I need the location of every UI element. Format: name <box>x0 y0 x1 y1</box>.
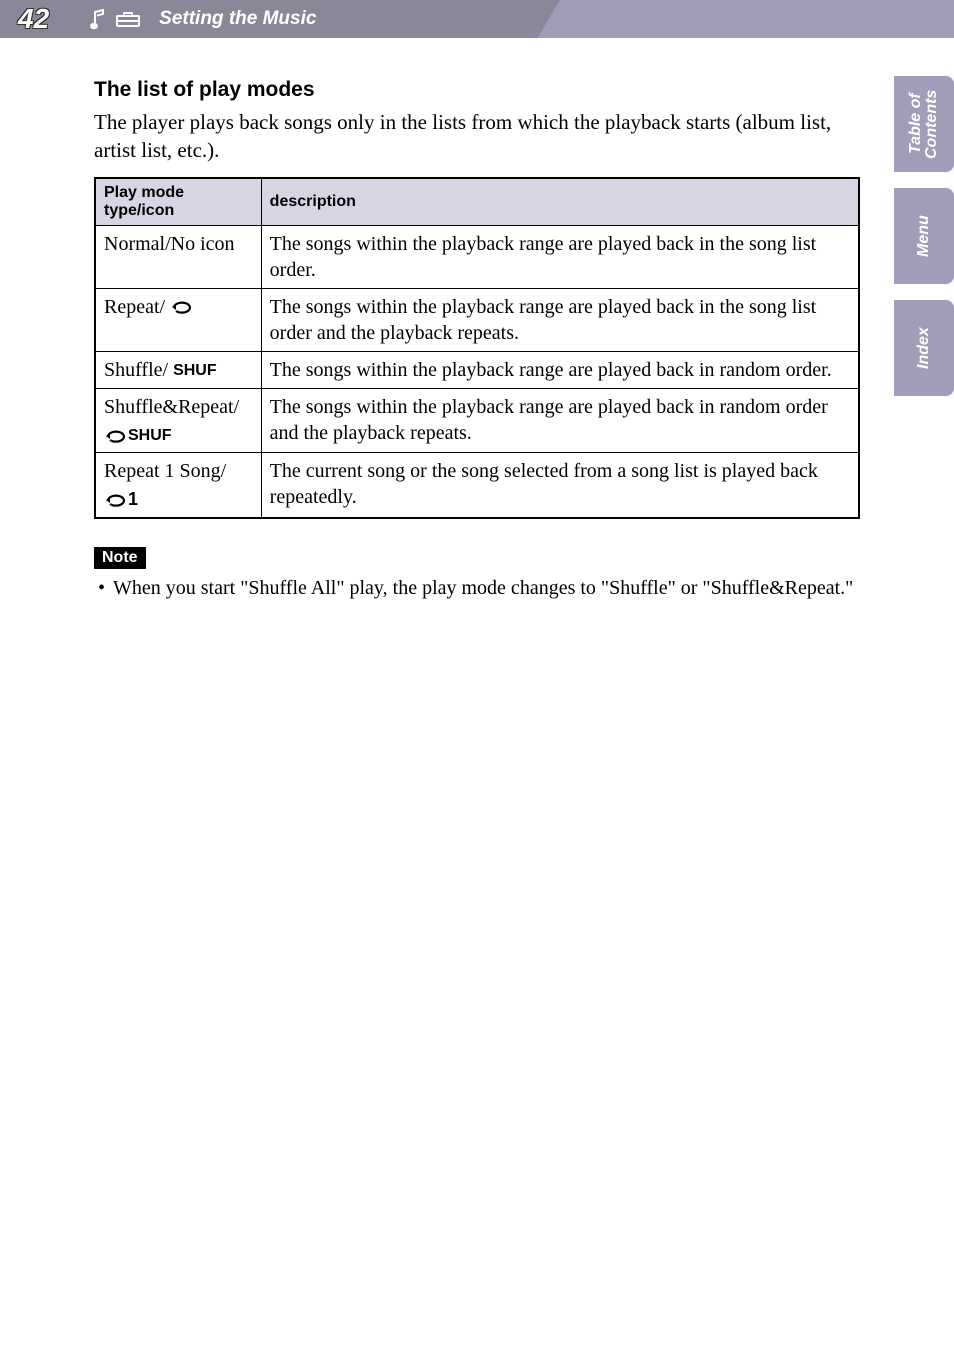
mode-cell: Shuffle&Repeat/ SHUF <box>95 388 261 452</box>
header-left-band: 42 Setting the Music <box>0 0 560 38</box>
toolbox-icon <box>115 10 141 28</box>
repeat-icon <box>170 295 194 321</box>
header-icons <box>89 8 141 30</box>
tab-menu[interactable]: Menu <box>894 188 954 284</box>
repeat-shuf-icon: SHUF <box>104 421 172 447</box>
mode-name: Shuffle/ <box>104 359 168 381</box>
desc-cell: The songs within the playback range are … <box>261 351 859 388</box>
page-header: 42 Setting the Music <box>0 0 954 38</box>
mode-cell: Repeat 1 Song/ 1 <box>95 453 261 518</box>
intro-paragraph: The player plays back songs only in the … <box>94 108 860 165</box>
table-row: Shuffle/ SHUF The songs within the playb… <box>95 351 859 388</box>
tab-index[interactable]: Index <box>894 300 954 396</box>
section-title: Setting the Music <box>159 8 316 30</box>
play-modes-table: Play mode type/icon description Normal/N… <box>94 177 860 519</box>
tab-toc-label: Table of Contents <box>908 89 940 158</box>
table-row: Normal/No icon The songs within the play… <box>95 225 859 288</box>
desc-cell: The songs within the playback range are … <box>261 225 859 288</box>
tab-table-of-contents[interactable]: Table of Contents <box>894 76 954 172</box>
mode-name: Shuffle&Repeat/ <box>104 396 239 418</box>
note-block: Note When you start "Shuffle All" play, … <box>94 547 860 602</box>
mode-name: Repeat/ <box>104 296 165 318</box>
desc-cell: The songs within the playback range are … <box>261 288 859 351</box>
table-header-row: Play mode type/icon description <box>95 178 859 226</box>
mode-cell: Shuffle/ SHUF <box>95 351 261 388</box>
content-heading: The list of play modes <box>94 78 860 102</box>
side-tabs: Table of Contents Menu Index <box>894 76 954 396</box>
note-text: When you start "Shuffle All" play, the p… <box>94 575 860 602</box>
table-row: Repeat/ The songs within the playback ra… <box>95 288 859 351</box>
note-badge: Note <box>94 547 146 569</box>
desc-cell: The songs within the playback range are … <box>261 388 859 452</box>
mode-name: Normal/No icon <box>104 233 235 255</box>
mode-name: Repeat 1 Song/ <box>104 460 226 482</box>
table-row: Repeat 1 Song/ 1 The current song or the… <box>95 453 859 518</box>
table-row: Shuffle&Repeat/ SHUF The songs within th… <box>95 388 859 452</box>
page-content: The list of play modes The player plays … <box>0 38 954 602</box>
page-number: 42 <box>18 3 49 35</box>
mode-cell: Repeat/ <box>95 288 261 351</box>
col-header-desc: description <box>261 178 859 226</box>
repeat-1-icon: 1 <box>104 486 138 512</box>
shuf-icon: SHUF <box>173 361 217 382</box>
col-header-mode: Play mode type/icon <box>95 178 261 226</box>
desc-cell: The current song or the song selected fr… <box>261 453 859 518</box>
tab-index-label: Index <box>916 327 932 369</box>
music-note-icon <box>89 8 107 30</box>
mode-cell: Normal/No icon <box>95 225 261 288</box>
tab-menu-label: Menu <box>916 215 932 257</box>
